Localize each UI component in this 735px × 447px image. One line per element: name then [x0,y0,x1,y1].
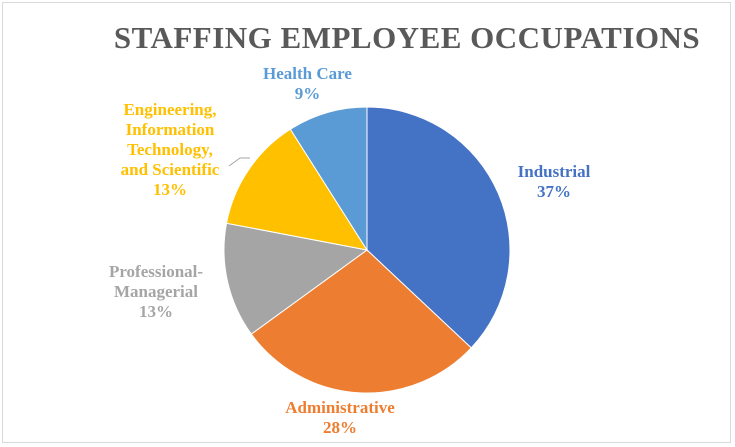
slice-label-engineering-line3: Technology, [127,140,213,159]
pie-slice-engineering-information-technology-and-scientific [225,128,369,251]
slice-label-health-care-name: Health Care [263,64,352,83]
slice-label-health-care-value: 9% [294,84,321,103]
slice-label-engineering-line1: Engineering, [123,100,217,119]
slice-label-administrative-value: 28% [323,418,357,437]
slice-label-administrative: Administrative 28% [260,398,420,438]
slice-label-health-care: Health Care 9% [250,64,365,104]
slice-label-professional-value: 13% [139,302,173,321]
slice-label-industrial: Industrial 37% [505,162,603,202]
slice-label-professional-managerial: Professional- Managerial 13% [90,262,222,322]
slice-label-industrial-value: 37% [537,182,571,201]
slice-label-engineering-line2: Information [125,120,215,139]
chart-title: STAFFING EMPLOYEE OCCUPATIONS [113,20,701,55]
slice-label-engineering-line4: and Scientific [120,160,220,179]
pie-slice-industrial [366,106,511,349]
pie-slice-health-care [289,106,368,252]
slice-label-engineering-value: 13% [153,180,187,199]
pie-slice-administrative [250,249,472,394]
slice-label-professional-line1: Professional- [108,262,204,281]
leader-line [228,157,250,167]
pie-slice-professional-managerial [223,222,369,335]
slice-label-industrial-name: Industrial [517,162,591,181]
slice-label-professional-line2: Managerial [113,282,199,301]
slice-label-engineering: Engineering, Information Technology, and… [100,100,240,200]
slice-label-administrative-name: Administrative [285,398,395,417]
